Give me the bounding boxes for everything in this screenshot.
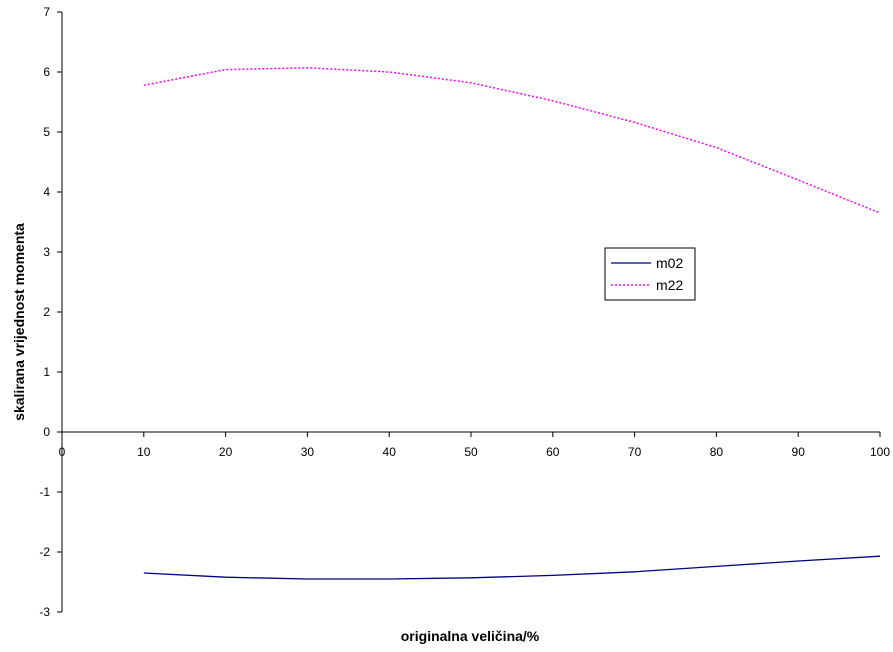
y-tick-label: 1 xyxy=(43,365,50,379)
x-tick-label: 90 xyxy=(792,445,806,459)
y-tick-label: 2 xyxy=(43,305,50,319)
x-tick-label: 60 xyxy=(546,445,560,459)
y-axis-title: skalirana vrijednost momenta xyxy=(11,223,27,421)
y-tick-label: 6 xyxy=(43,65,50,79)
plot-area xyxy=(143,67,881,580)
y-tick-label: 0 xyxy=(43,425,50,439)
y-tick-label: -3 xyxy=(39,605,50,619)
y-tick-label: 5 xyxy=(43,125,50,139)
legend-label-m22: m22 xyxy=(656,277,683,293)
y-tick-label: 4 xyxy=(43,185,50,199)
x-tick-label: 80 xyxy=(710,445,724,459)
y-tick-label: -1 xyxy=(39,485,50,499)
x-tick-label: 0 xyxy=(59,445,66,459)
x-tick-label: 50 xyxy=(464,445,478,459)
series-line-m22 xyxy=(143,67,881,214)
legend-label-m02: m02 xyxy=(656,255,683,271)
x-tick-label: 30 xyxy=(301,445,315,459)
y-tick-label: -2 xyxy=(39,545,50,559)
series-line-m02 xyxy=(143,555,881,580)
x-axis-title: originalna veličina/% xyxy=(401,628,540,644)
x-tick-label: 70 xyxy=(628,445,642,459)
legend-box xyxy=(604,247,696,301)
x-tick-label: 20 xyxy=(219,445,233,459)
y-tick-label: 3 xyxy=(43,245,50,259)
x-tick-label: 10 xyxy=(137,445,151,459)
x-tick-label: 40 xyxy=(383,445,397,459)
x-tick-label: 100 xyxy=(870,445,890,459)
y-tick-label: 7 xyxy=(43,5,50,19)
